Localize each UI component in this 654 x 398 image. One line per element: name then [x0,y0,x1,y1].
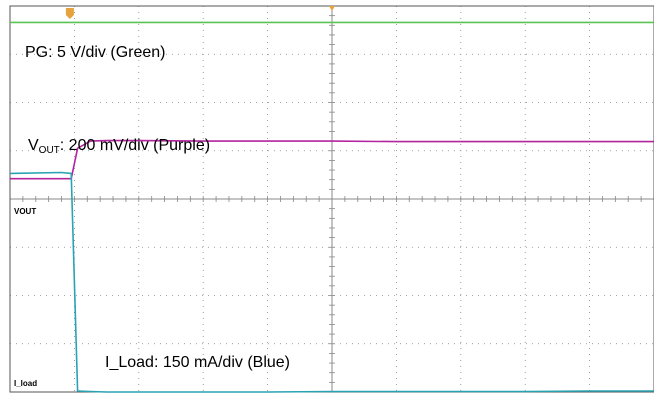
vout-channel-marker: VOUT [14,207,37,216]
trace-i-load [9,171,654,393]
trigger-markers [65,6,335,19]
vout-annotation: VOUT: 200 mV/div (Purple) [28,138,210,156]
iload-annotation: I_Load: 150 mA/div (Blue) [105,354,290,371]
vout-annotation-text: : 200 mV/div (Purple) [59,137,211,154]
vout-annotation-subscript: OUT [38,145,60,156]
traces [9,21,654,393]
vout-annotation-prefix: V [28,137,39,154]
center-time-marker [329,6,335,11]
pg-annotation: PG: 5 V/div (Green) [25,44,166,61]
trigger-position-marker [65,8,74,19]
trace-vout [10,139,654,180]
iload-channel-marker: I_load [14,379,38,388]
